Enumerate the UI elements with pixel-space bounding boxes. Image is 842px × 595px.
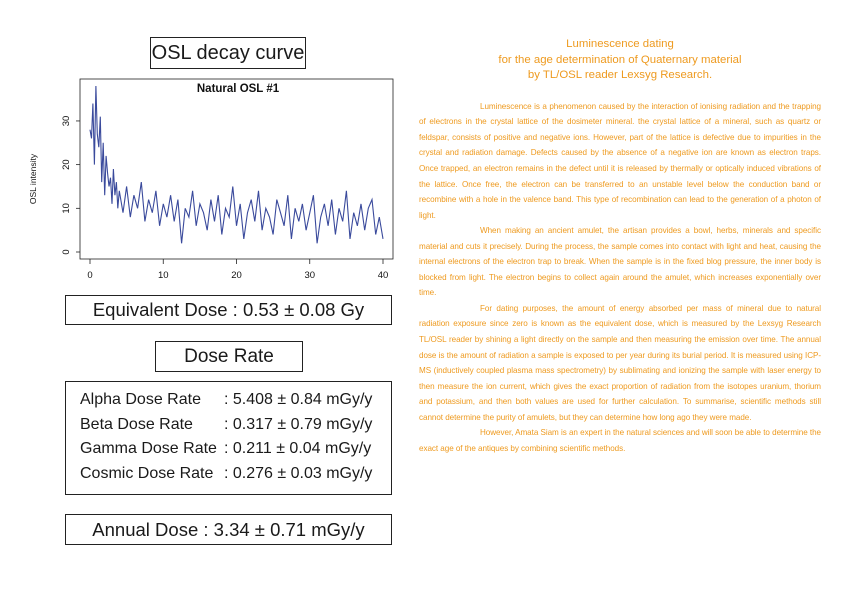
x-tick-label: 40: [378, 270, 389, 281]
y-tick-label: 30: [61, 116, 72, 127]
dose-rate-row-alpha: Alpha Dose Rate : 5.408 ± 0.84 mGy/y: [80, 388, 391, 413]
article-title: Luminescence dating for the age determin…: [419, 37, 821, 84]
chart-title-box: OSL decay curve: [150, 37, 306, 69]
x-tick-label: 10: [158, 270, 169, 281]
article-body: Luminescence is a phenomenon caused by t…: [419, 99, 821, 457]
dose-rate-row-gamma: Gamma Dose Rate : 0.211 ± 0.04 mGy/y: [80, 437, 391, 462]
x-tick-label: 0: [87, 270, 92, 281]
article-paragraph: When making an ancient amulet, the artis…: [419, 226, 821, 298]
dose-rate-row-cosmic: Cosmic Dose Rate : 0.276 ± 0.03 mGy/y: [80, 462, 391, 487]
y-tick-label: 20: [61, 159, 72, 170]
chart-box-title: OSL decay curve: [151, 41, 305, 64]
osl-decay-chart: Natural OSL #1 OSL intensity 0 10 20 30 0 10…: [28, 78, 394, 281]
dose-rate-table: Alpha Dose Rate : 5.408 ± 0.84 mGy/y Bet…: [65, 381, 392, 495]
dose-rate-value: : 0.211 ± 0.04 mGy/y: [224, 440, 372, 458]
equivalent-dose-box: Equivalent Dose : 0.53 ± 0.08 Gy: [65, 295, 392, 325]
article: Luminescence dating for the age determin…: [419, 37, 821, 456]
equivalent-dose-label: Equivalent Dose : 0.53 ± 0.08 Gy: [92, 299, 365, 320]
dose-rate-label: Cosmic Dose Rate: [80, 464, 214, 482]
plot-frame: [79, 78, 394, 260]
y-axis: 0 10 20 30: [61, 116, 80, 255]
dose-rate-label: Beta Dose Rate: [80, 415, 193, 433]
series-line: [89, 85, 384, 244]
x-tick-label: 20: [231, 270, 242, 281]
dose-rate-title-box: Dose Rate: [155, 341, 303, 372]
annual-dose-box: Annual Dose : 3.34 ± 0.71 mGy/y: [65, 514, 392, 545]
annual-dose-label: Annual Dose : 3.34 ± 0.71 mGy/y: [92, 518, 365, 540]
article-title-line: Luminescence dating: [566, 38, 674, 50]
dose-rate-label: Alpha Dose Rate: [80, 391, 201, 409]
dose-rate-value: : 0.317 ± 0.79 mGy/y: [224, 415, 373, 433]
article-paragraph: Luminescence is a phenomenon caused by t…: [419, 101, 821, 220]
article-title-line: by TL/OSL reader Lexsyg Research.: [527, 69, 713, 82]
article-paragraph: For dating purposes, the amount of energ…: [419, 303, 821, 422]
article-title-line: for the age determination of Quaternary …: [498, 53, 742, 66]
dose-rate-value: : 5.408 ± 0.84 mGy/y: [224, 391, 373, 409]
dose-rate-title: Dose Rate: [184, 345, 274, 367]
x-axis: 0 10 20 30 40: [87, 259, 388, 281]
y-axis-label: OSL intensity: [28, 153, 38, 204]
x-tick-label: 30: [304, 270, 315, 281]
dose-rate-row-beta: Beta Dose Rate : 0.317 ± 0.79 mGy/y: [80, 413, 391, 438]
dose-rate-value: : 0.276 ± 0.03 mGy/y: [224, 464, 373, 482]
dose-rate-label: Gamma Dose Rate: [80, 440, 217, 458]
y-tick-label: 10: [61, 203, 72, 214]
article-paragraph: However, Amata Siam is an expert in the …: [419, 428, 821, 453]
y-tick-label: 0: [61, 249, 72, 254]
chart-title: Natural OSL #1: [197, 83, 280, 95]
